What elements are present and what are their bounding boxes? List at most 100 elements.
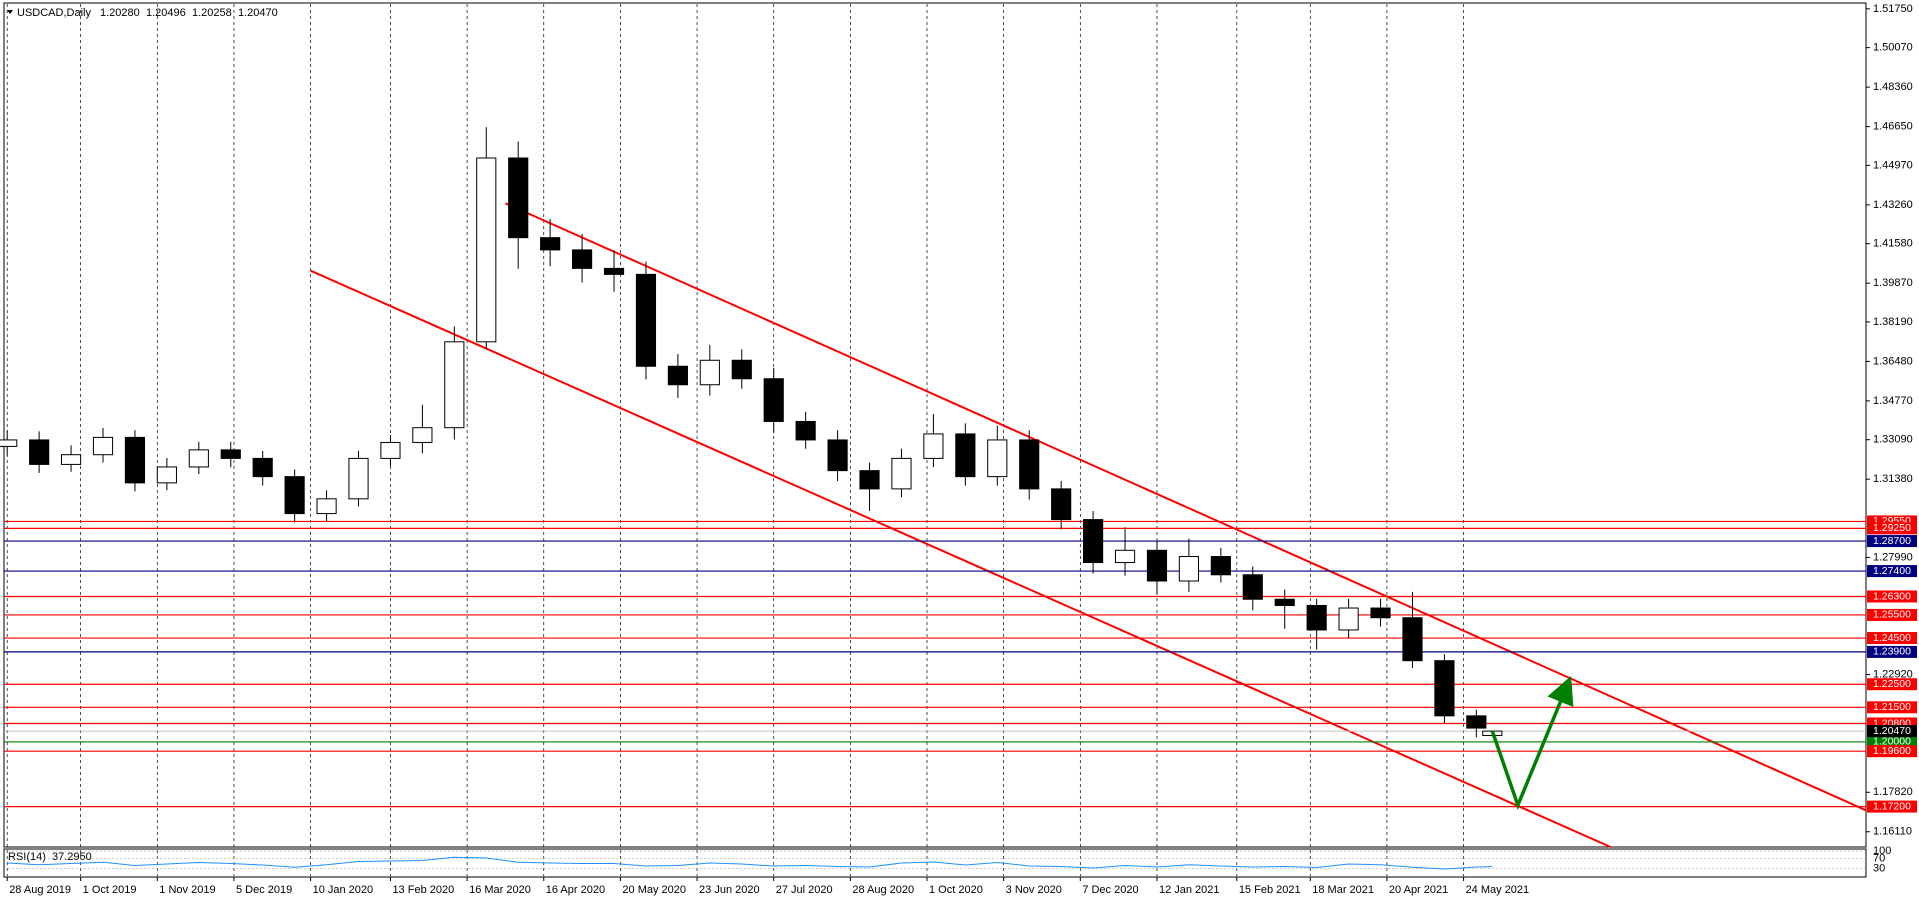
y-tick-label: 1.27990 bbox=[1873, 551, 1913, 563]
y-tick-label: 1.16110 bbox=[1873, 826, 1912, 838]
y-tick-label: 1.33090 bbox=[1873, 434, 1913, 446]
y-tick-label: 1.34770 bbox=[1873, 395, 1913, 407]
level-label: 1.19600 bbox=[1873, 745, 1911, 757]
y-tick-label: 1.51750 bbox=[1873, 3, 1913, 15]
candle-body bbox=[1178, 556, 1199, 582]
x-tick-label: 1 Oct 2020 bbox=[929, 884, 983, 896]
rsi-tick-label: 70 bbox=[1873, 852, 1885, 864]
y-tick-label: 1.50070 bbox=[1873, 42, 1913, 54]
candle-body bbox=[1051, 488, 1072, 521]
y-tick-label: 1.44970 bbox=[1873, 159, 1913, 171]
y-tick-label: 1.41580 bbox=[1873, 238, 1913, 250]
x-tick-label: 23 Jun 2020 bbox=[699, 884, 760, 896]
rsi-last: 37.2950 bbox=[52, 851, 92, 863]
x-tick-label: 16 Apr 2020 bbox=[546, 884, 605, 896]
ohlc-open: 1.20280 bbox=[100, 7, 140, 19]
rsi-panel-frame bbox=[3, 848, 1867, 878]
x-tick-label: 20 Apr 2021 bbox=[1389, 884, 1448, 896]
x-tick-label: 1 Nov 2019 bbox=[159, 884, 215, 896]
x-tick-label: 28 Aug 2019 bbox=[9, 884, 71, 896]
x-tick-label: 5 Dec 2019 bbox=[236, 884, 292, 896]
level-label: 1.28700 bbox=[1873, 535, 1911, 547]
level-tag bbox=[1867, 678, 1917, 691]
trendline bbox=[505, 202, 1867, 812]
y-tick-label: 1.36480 bbox=[1873, 355, 1913, 367]
current-price-label: 1.20470 bbox=[1873, 725, 1911, 737]
x-tick-label: 24 May 2021 bbox=[1466, 884, 1530, 896]
candle-body bbox=[1210, 556, 1231, 576]
level-tag bbox=[1867, 800, 1917, 813]
level-label: 1.20000 bbox=[1873, 736, 1911, 748]
y-tick-label: 1.22920 bbox=[1873, 668, 1913, 680]
level-label: 1.25500 bbox=[1873, 609, 1911, 621]
candle-body bbox=[476, 157, 497, 343]
candle-body bbox=[284, 476, 305, 515]
y-tick-label: 1.46650 bbox=[1873, 121, 1913, 133]
candle-body bbox=[1274, 598, 1295, 606]
candle-body bbox=[380, 441, 401, 459]
x-tick-label: 15 Feb 2021 bbox=[1239, 884, 1301, 896]
candle-body bbox=[348, 457, 369, 500]
candle-body bbox=[220, 449, 241, 459]
x-tick-label: 16 Mar 2020 bbox=[469, 884, 531, 896]
x-tick-label: 3 Nov 2020 bbox=[1006, 884, 1062, 896]
candle-body bbox=[635, 273, 657, 367]
level-tag bbox=[1867, 608, 1917, 621]
candle-body bbox=[188, 449, 209, 468]
candle-body bbox=[508, 157, 529, 239]
level-label: 1.22500 bbox=[1873, 678, 1911, 690]
candle-body bbox=[60, 454, 82, 465]
level-tag bbox=[1867, 645, 1917, 658]
level-label: 1.26300 bbox=[1873, 590, 1911, 602]
level-label: 1.24500 bbox=[1873, 632, 1911, 644]
candle-body bbox=[795, 420, 816, 441]
candle-body bbox=[412, 427, 433, 443]
level-tag bbox=[1867, 701, 1917, 714]
candle-body bbox=[1306, 604, 1327, 631]
candle-body bbox=[763, 378, 784, 422]
candle-body bbox=[1242, 574, 1263, 600]
candle-body bbox=[540, 237, 561, 251]
level-tag bbox=[1867, 535, 1917, 548]
y-tick-label: 1.17820 bbox=[1873, 786, 1913, 798]
candle-body bbox=[1434, 660, 1455, 717]
y-tick-label: 1.48360 bbox=[1873, 81, 1913, 93]
level-label: 1.27400 bbox=[1873, 565, 1911, 577]
level-label: 1.23900 bbox=[1873, 646, 1911, 658]
ohlc-close: 1.20470 bbox=[238, 7, 278, 19]
candle-body bbox=[1370, 607, 1391, 619]
level-label: 1.21500 bbox=[1873, 701, 1911, 713]
main-panel-frame bbox=[3, 2, 1867, 848]
candle-body bbox=[987, 439, 1008, 478]
candle-body bbox=[699, 359, 720, 386]
candle-body bbox=[955, 433, 976, 478]
candle-body bbox=[891, 457, 912, 490]
candle-body bbox=[252, 457, 273, 478]
level-tag bbox=[1867, 735, 1917, 748]
header-ohlc: 1.20280 1.20496 1.20258 1.20470 bbox=[100, 7, 278, 19]
ohlc-high: 1.20496 bbox=[146, 7, 186, 19]
candle-body bbox=[29, 439, 50, 465]
candle-body bbox=[1338, 607, 1359, 631]
x-tick-label: 13 Feb 2020 bbox=[392, 884, 454, 896]
forecast-arrow bbox=[1490, 675, 1574, 811]
candle-body bbox=[0, 439, 18, 447]
rsi-title: RSI(14) bbox=[8, 851, 46, 863]
level-tag bbox=[1867, 522, 1917, 535]
current-price-tag bbox=[1867, 725, 1917, 738]
level-tag bbox=[1867, 745, 1917, 758]
candle-body bbox=[923, 433, 944, 459]
level-label: 1.17200 bbox=[1873, 800, 1911, 812]
candle-body bbox=[1402, 617, 1423, 662]
candle-body bbox=[1019, 439, 1040, 490]
candle-body bbox=[156, 466, 177, 484]
symbol-menu[interactable] bbox=[7, 10, 13, 14]
candle-body bbox=[1083, 519, 1104, 564]
y-tick-label: 1.43260 bbox=[1873, 199, 1913, 211]
x-tick-label: 10 Jan 2020 bbox=[313, 884, 374, 896]
level-tag bbox=[1867, 632, 1917, 645]
y-tick-label: 1.39870 bbox=[1873, 277, 1913, 289]
x-tick-label: 27 Jul 2020 bbox=[776, 884, 833, 896]
